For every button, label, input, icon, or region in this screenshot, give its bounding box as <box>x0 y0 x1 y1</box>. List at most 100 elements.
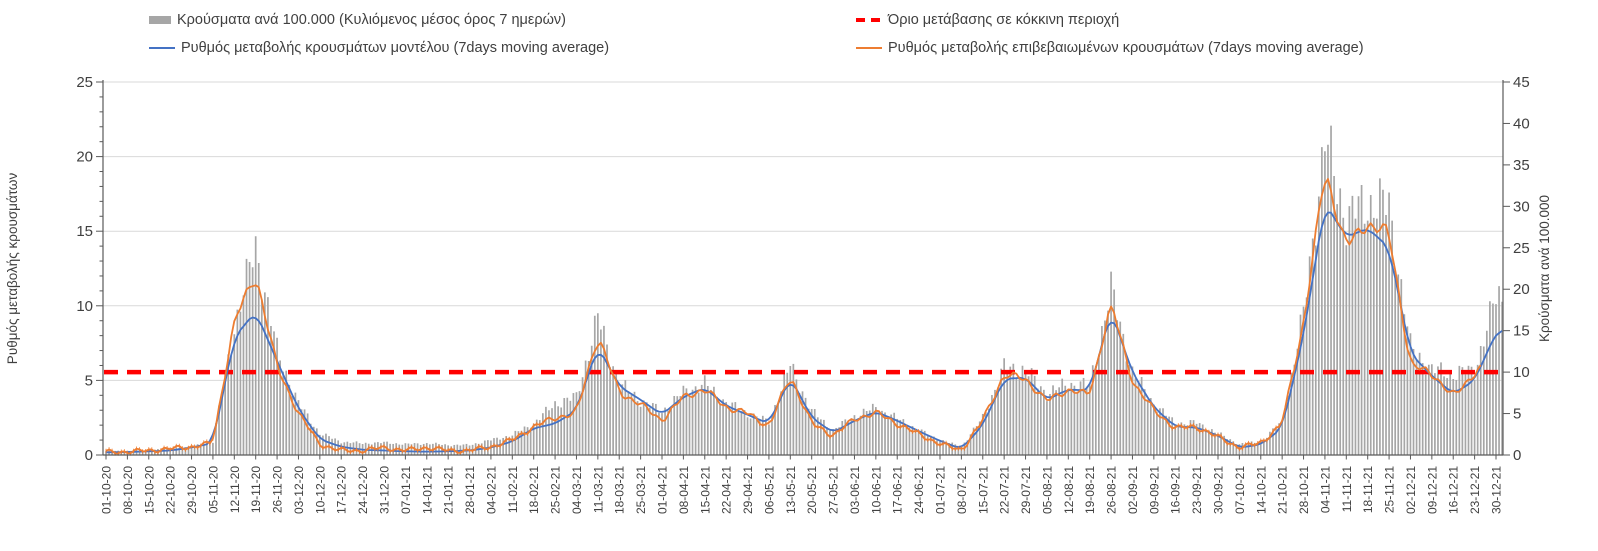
legend-item-confirmed-rate: Ρυθμός μεταβολής επιβεβαιωμένων κρουσμάτ… <box>855 38 1364 58</box>
svg-text:13-05-21: 13-05-21 <box>784 466 798 514</box>
right-axis-title: Κρούσματα ανά 100.000 <box>1537 195 1552 342</box>
legend-label-model-rate: Ρυθμός μεταβολής κρουσμάτων μοντέλου (7d… <box>181 40 610 56</box>
svg-text:05-11-20: 05-11-20 <box>206 466 220 513</box>
svg-text:22-04-21: 22-04-21 <box>720 466 734 514</box>
svg-text:19-11-20: 19-11-20 <box>249 466 263 513</box>
svg-text:17-06-21: 17-06-21 <box>891 466 905 514</box>
dashed-line-swatch-icon <box>855 15 883 25</box>
svg-text:10-06-21: 10-06-21 <box>869 466 883 514</box>
svg-text:04-02-21: 04-02-21 <box>484 466 498 514</box>
svg-text:20: 20 <box>1513 281 1530 298</box>
svg-text:30-12-21: 30-12-21 <box>1490 466 1504 514</box>
svg-text:28-01-21: 28-01-21 <box>463 466 477 514</box>
svg-text:28-10-21: 28-10-21 <box>1297 466 1311 514</box>
svg-text:30-09-21: 30-09-21 <box>1212 466 1226 514</box>
svg-text:29-07-21: 29-07-21 <box>1019 466 1033 514</box>
svg-text:23-09-21: 23-09-21 <box>1190 466 1204 514</box>
left-axis-title: Ρυθμός μεταβολής κρουσμάτων <box>5 173 20 365</box>
svg-text:16-09-21: 16-09-21 <box>1169 466 1183 514</box>
svg-text:29-10-20: 29-10-20 <box>185 466 199 514</box>
svg-text:20-05-21: 20-05-21 <box>805 466 819 514</box>
svg-text:08-04-21: 08-04-21 <box>677 466 691 514</box>
svg-text:18-11-21: 18-11-21 <box>1361 466 1375 513</box>
svg-text:14-10-21: 14-10-21 <box>1254 466 1268 514</box>
blue-line-swatch-icon <box>148 43 176 53</box>
svg-text:45: 45 <box>1513 74 1530 91</box>
bars-cases-per-100k <box>105 125 1503 455</box>
svg-text:35: 35 <box>1513 157 1530 174</box>
svg-text:40: 40 <box>1513 115 1530 132</box>
svg-text:10-12-20: 10-12-20 <box>313 466 327 514</box>
svg-text:01-10-20: 01-10-20 <box>100 466 114 514</box>
svg-text:18-02-21: 18-02-21 <box>527 466 541 514</box>
legend-item-red-zone-threshold: Όριο μετάβασης σε κόκκινη περιοχή <box>855 10 1119 30</box>
svg-text:20: 20 <box>76 149 93 166</box>
svg-text:03-12-20: 03-12-20 <box>292 466 306 514</box>
svg-text:03-06-21: 03-06-21 <box>848 466 862 514</box>
svg-text:04-03-21: 04-03-21 <box>570 466 584 514</box>
svg-text:19-08-21: 19-08-21 <box>1083 466 1097 514</box>
svg-text:15: 15 <box>1513 323 1530 340</box>
svg-text:18-03-21: 18-03-21 <box>613 466 627 514</box>
svg-text:10: 10 <box>1513 364 1530 381</box>
svg-text:30: 30 <box>1513 198 1530 215</box>
svg-text:5: 5 <box>1513 406 1521 423</box>
svg-text:15-04-21: 15-04-21 <box>698 466 712 514</box>
svg-text:08-10-20: 08-10-20 <box>121 466 135 514</box>
svg-text:24-12-20: 24-12-20 <box>356 466 370 514</box>
svg-text:01-04-21: 01-04-21 <box>656 466 670 514</box>
svg-text:25: 25 <box>1513 240 1530 257</box>
svg-text:21-01-21: 21-01-21 <box>442 466 456 514</box>
svg-text:11-02-21: 11-02-21 <box>506 466 520 513</box>
svg-text:07-10-21: 07-10-21 <box>1233 466 1247 514</box>
svg-text:31-12-20: 31-12-20 <box>378 466 392 514</box>
svg-text:14-01-21: 14-01-21 <box>420 466 434 514</box>
svg-text:27-05-21: 27-05-21 <box>827 466 841 514</box>
svg-text:26-08-21: 26-08-21 <box>1105 466 1119 514</box>
svg-text:24-06-21: 24-06-21 <box>912 466 926 514</box>
svg-text:02-09-21: 02-09-21 <box>1126 466 1140 514</box>
svg-text:22-07-21: 22-07-21 <box>998 466 1012 514</box>
svg-text:08-07-21: 08-07-21 <box>955 466 969 514</box>
bar-series-swatch-icon <box>148 15 172 25</box>
svg-text:17-12-20: 17-12-20 <box>335 466 349 514</box>
svg-text:12-11-20: 12-11-20 <box>228 466 242 513</box>
svg-text:0: 0 <box>85 447 93 464</box>
svg-text:23-12-21: 23-12-21 <box>1468 466 1482 514</box>
svg-text:29-04-21: 29-04-21 <box>741 466 755 514</box>
svg-text:25-11-21: 25-11-21 <box>1383 466 1397 513</box>
svg-text:11-03-21: 11-03-21 <box>591 466 605 513</box>
legend-label-confirmed-rate: Ρυθμός μεταβολής επιβεβαιωμένων κρουσμάτ… <box>888 40 1364 56</box>
confirmed-rate-line <box>105 178 1482 455</box>
svg-text:05-08-21: 05-08-21 <box>1040 466 1054 514</box>
svg-text:07-01-21: 07-01-21 <box>399 466 413 514</box>
svg-text:04-11-21: 04-11-21 <box>1318 466 1332 513</box>
legend-item-cases-per-100k: Κρούσματα ανά 100.000 (Κυλιόμενος μέσος … <box>148 10 566 30</box>
svg-text:5: 5 <box>85 372 93 389</box>
svg-text:21-10-21: 21-10-21 <box>1276 466 1290 514</box>
svg-text:25-03-21: 25-03-21 <box>634 466 648 514</box>
orange-line-swatch-icon <box>855 43 883 53</box>
svg-text:06-05-21: 06-05-21 <box>762 466 776 514</box>
svg-text:15-10-20: 15-10-20 <box>142 466 156 514</box>
svg-text:11-11-21: 11-11-21 <box>1340 466 1354 513</box>
svg-text:0: 0 <box>1513 447 1521 464</box>
svg-text:02-12-21: 02-12-21 <box>1404 466 1418 514</box>
model-rate-line <box>106 211 1503 454</box>
svg-text:09-09-21: 09-09-21 <box>1147 466 1161 514</box>
legend-label-red-zone-threshold: Όριο μετάβασης σε κόκκινη περιοχή <box>888 12 1120 28</box>
svg-text:15-07-21: 15-07-21 <box>976 466 990 514</box>
svg-text:15: 15 <box>76 223 93 240</box>
svg-text:22-10-20: 22-10-20 <box>164 466 178 514</box>
legend-item-model-rate: Ρυθμός μεταβολής κρουσμάτων μοντέλου (7d… <box>148 38 609 58</box>
svg-text:09-12-21: 09-12-21 <box>1425 466 1439 514</box>
svg-text:16-12-21: 16-12-21 <box>1447 466 1461 514</box>
svg-text:01-07-21: 01-07-21 <box>934 466 948 514</box>
svg-text:25: 25 <box>76 74 93 91</box>
legend-label-cases-per-100k: Κρούσματα ανά 100.000 (Κυλιόμενος μέσος … <box>177 12 567 28</box>
svg-text:10: 10 <box>76 298 93 315</box>
svg-text:12-08-21: 12-08-21 <box>1062 466 1076 514</box>
svg-text:25-02-21: 25-02-21 <box>549 466 563 514</box>
